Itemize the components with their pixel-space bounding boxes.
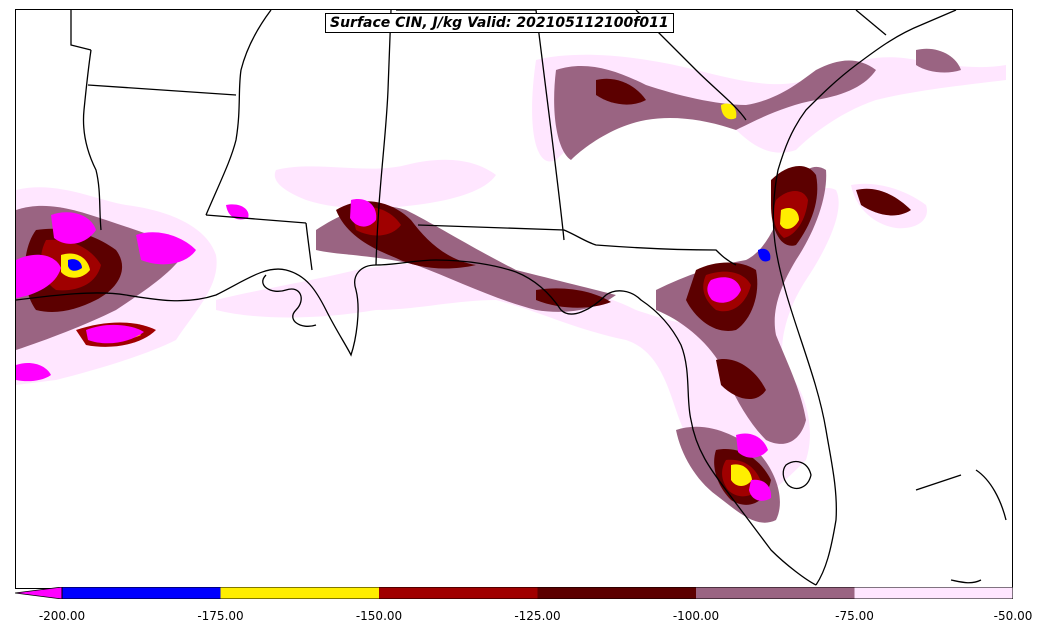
colorbar-bin bbox=[379, 587, 538, 599]
colorbar-bin bbox=[696, 587, 855, 599]
colorbar-tick-label: -200.00 bbox=[38, 609, 86, 623]
colorbar-outline bbox=[61, 587, 1013, 599]
colorbar bbox=[15, 587, 1013, 599]
colorbar-bin bbox=[62, 587, 221, 599]
colorbar-tick-label: -50.00 bbox=[993, 609, 1033, 623]
colorbar-bin bbox=[854, 587, 1013, 599]
colorbar-bins bbox=[62, 587, 1013, 599]
colorbar-extend-min bbox=[15, 587, 63, 599]
colorbar-tick-label: -75.00 bbox=[835, 609, 874, 623]
map-title: Surface CIN, J/kg Valid: 202105112100f01… bbox=[325, 13, 674, 33]
colorbar-tick-label: -100.00 bbox=[672, 609, 720, 623]
colorbar-tick-label: -175.00 bbox=[197, 609, 244, 623]
cin-band-magenta bbox=[16, 199, 772, 501]
colorbar-bin bbox=[220, 587, 379, 599]
colorbar-bin bbox=[537, 587, 696, 599]
map-canvas bbox=[16, 10, 1007, 586]
coastline-layer bbox=[16, 10, 1007, 586]
colorbar-tick-label: -150.00 bbox=[355, 609, 403, 623]
map-panel bbox=[15, 9, 1013, 589]
colorbar-tick-label: -125.00 bbox=[514, 609, 561, 623]
state-borders-layer bbox=[70, 10, 887, 271]
